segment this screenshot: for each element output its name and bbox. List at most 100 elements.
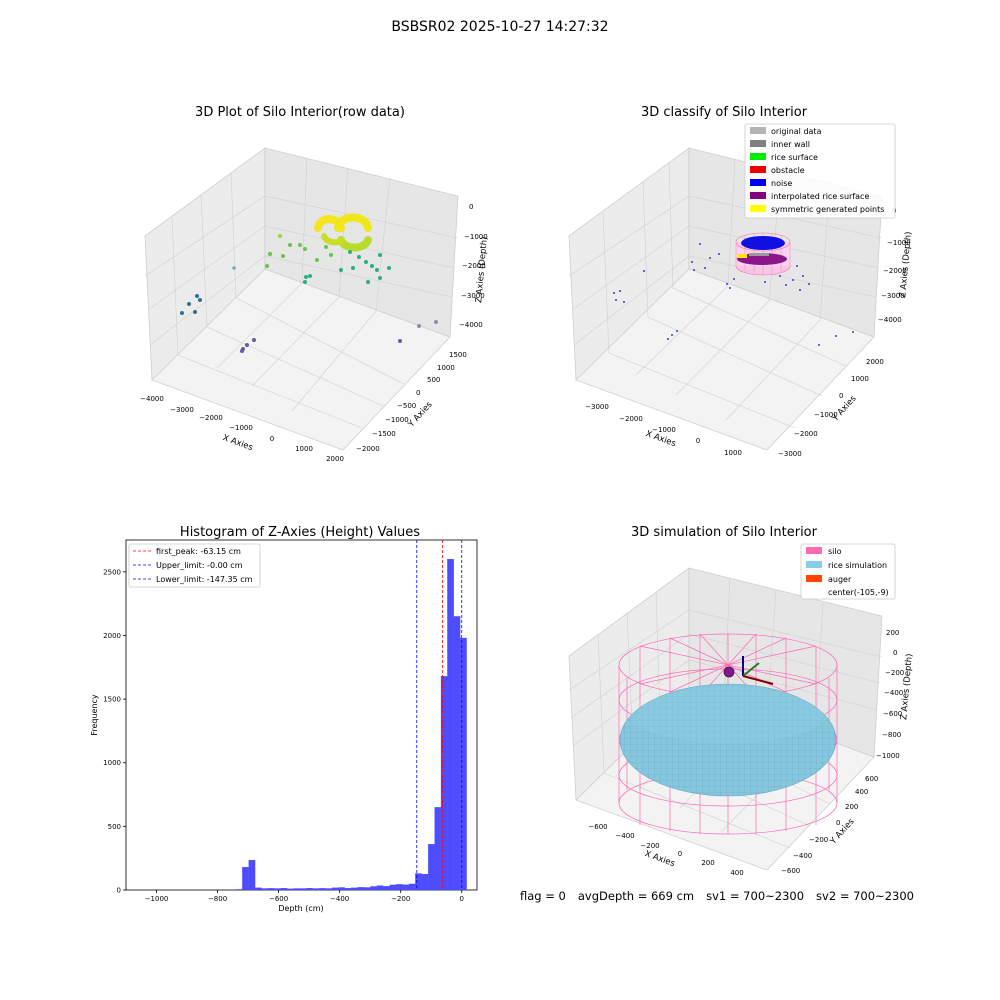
panel1-xtick: 1000 — [295, 445, 313, 453]
panel4-legend-frame — [800, 543, 896, 600]
panel1-zlabel: Z Axies (Depth) — [474, 236, 490, 303]
footer-sv1: sv1 = 700~2300 — [706, 889, 805, 903]
panel4-legend-swatch-auger — [806, 575, 822, 582]
histogram-legend: first_peak: -63.15 cm Upper_limit: -0.00… — [128, 543, 261, 588]
footer-flag: flag = 0 — [520, 889, 566, 903]
panel2-noise-point — [796, 265, 798, 267]
panel2-symmetric-points — [738, 254, 747, 258]
histogram-bar — [274, 888, 281, 891]
histogram-bar — [453, 616, 461, 891]
panel1-point — [378, 253, 382, 257]
footer-sv2: sv2 = 700~2300 — [816, 889, 914, 903]
histogram-bar — [280, 887, 288, 891]
panel2-silo-wire-top — [735, 232, 791, 252]
panel2-noise-point — [802, 275, 804, 277]
panel1-point — [288, 243, 292, 247]
histogram-bar — [293, 888, 301, 891]
panel3-histogram: Histogram of Z-Axies (Height) Values −10… — [90, 525, 478, 913]
panel2-noise-point — [699, 243, 701, 245]
histogram-bar — [383, 886, 390, 891]
panel2-ztick: −3000 — [881, 292, 905, 300]
histogram-title: Histogram of Z-Axies (Height) Values — [180, 525, 420, 540]
panel1-point — [417, 324, 421, 328]
panel2-legend-label-rice-surface: rice surface — [771, 153, 818, 162]
panel2-noise-point — [619, 290, 621, 292]
panel2-noise-point — [643, 270, 645, 272]
panel1-point — [304, 275, 308, 279]
panel1-ytick: 1500 — [449, 351, 467, 359]
histogram-ytick-label: 1500 — [103, 696, 121, 704]
panel1-point — [308, 274, 312, 278]
histogram-bar — [421, 873, 429, 891]
panel2-y-ticks: −3000 −2000 −1000 0 1000 2000 — [778, 358, 884, 458]
panel1-point — [357, 255, 361, 259]
panel2-noise-point — [667, 338, 669, 340]
footer-avg-depth: avgDepth = 669 cm — [577, 889, 695, 903]
panel1-x-ticks: −4000 −3000 −2000 −1000 0 1000 2000 — [140, 395, 344, 463]
panel2-ztick: −2000 — [883, 267, 907, 275]
histogram-bar — [396, 884, 403, 891]
status-footer: flag = 0 avgDepth = 669 cm sv1 = 700~2300 s… — [520, 889, 926, 903]
panel2-legend-label-original-data: original data — [771, 127, 822, 136]
histogram-bar — [261, 888, 269, 891]
panel2-classify-3d-plot: 3D classify of Silo Interior −3000 −2000… — [568, 105, 914, 458]
panel1-point — [180, 311, 184, 315]
panel2-title: 3D classify of Silo Interior — [641, 105, 808, 120]
panel4-ylabel: Y Axies — [828, 816, 857, 847]
panel1-ytick: −2000 — [356, 445, 380, 453]
panel1-point — [324, 245, 328, 249]
histogram-bar — [325, 888, 333, 891]
panel1-floor-pane — [151, 268, 451, 451]
panel4-xtick: 400 — [730, 869, 743, 877]
panel1-point — [370, 264, 374, 268]
histogram-ytick-label: 1000 — [103, 759, 121, 767]
panel4-ytick: 400 — [855, 788, 868, 796]
histogram-bar — [415, 873, 422, 891]
panel1-point — [378, 276, 382, 280]
panel1-point — [278, 234, 282, 238]
panel4-zlabel: Z Axies (Depth) — [899, 653, 915, 720]
panel4-legend-label-auger: auger — [828, 575, 852, 584]
histogram-bar — [338, 887, 345, 891]
histogram-bar — [248, 859, 256, 891]
panel4-ztick: −1000 — [876, 752, 900, 760]
panel2-noise-point — [676, 330, 678, 332]
panel2-xtick: −3000 — [585, 403, 609, 411]
panel1-ztick: −3000 — [461, 292, 485, 300]
histogram-ytick-label: 0 — [117, 887, 121, 895]
panel2-legend-swatch-interpolated — [750, 192, 766, 199]
panel1-xlabel: X Axies — [221, 433, 254, 453]
panel4-xlabel: X Axies — [643, 849, 676, 869]
panel2-legend: original data inner wall rice surface ob… — [744, 123, 896, 219]
panel1-raw-data-3d-plot: 3D Plot of Silo Interior(row data) −4000… — [140, 105, 490, 463]
figure-title: BSBSR02 2025-10-27 14:27:32 — [391, 19, 608, 35]
panel4-legend-label-center: center(-105,-9) — [828, 588, 889, 597]
panel4-xtick: −600 — [588, 823, 607, 831]
panel1-point — [198, 298, 202, 302]
panel1-point — [232, 266, 236, 270]
panel1-ztick: 0 — [469, 203, 473, 211]
panel2-legend-label-obstacle: obstacle — [771, 166, 805, 175]
panel2-legend-swatch-inner-wall — [750, 140, 766, 147]
histogram-xtick-label: −800 — [208, 895, 227, 903]
histogram-bar — [344, 887, 352, 891]
histogram-bar — [428, 844, 435, 891]
histogram-bar — [460, 637, 467, 891]
histogram-bar — [351, 887, 358, 891]
histogram-bar — [440, 676, 448, 891]
panel1-ytick: 1000 — [437, 364, 455, 372]
panel4-rice-simulation — [619, 683, 837, 797]
panel2-xtick: −2000 — [619, 415, 643, 423]
histogram-y-ticks: 0 500 1000 1500 2000 2500 — [103, 568, 126, 895]
panel4-simulation-3d-plot: 3D simulation of Silo Interior — [568, 525, 915, 877]
panel1-point — [193, 310, 197, 314]
panel1-point — [366, 280, 370, 284]
histogram-bar — [306, 887, 313, 891]
panel4-xtick: −400 — [615, 832, 634, 840]
panel1-point — [252, 338, 256, 342]
panel2-floor-pane — [575, 268, 875, 451]
histogram-xtick-label: −200 — [391, 895, 410, 903]
panel4-ytick: −400 — [793, 852, 812, 860]
panel1-ytick: 500 — [427, 376, 440, 384]
panel1-point — [375, 268, 379, 272]
